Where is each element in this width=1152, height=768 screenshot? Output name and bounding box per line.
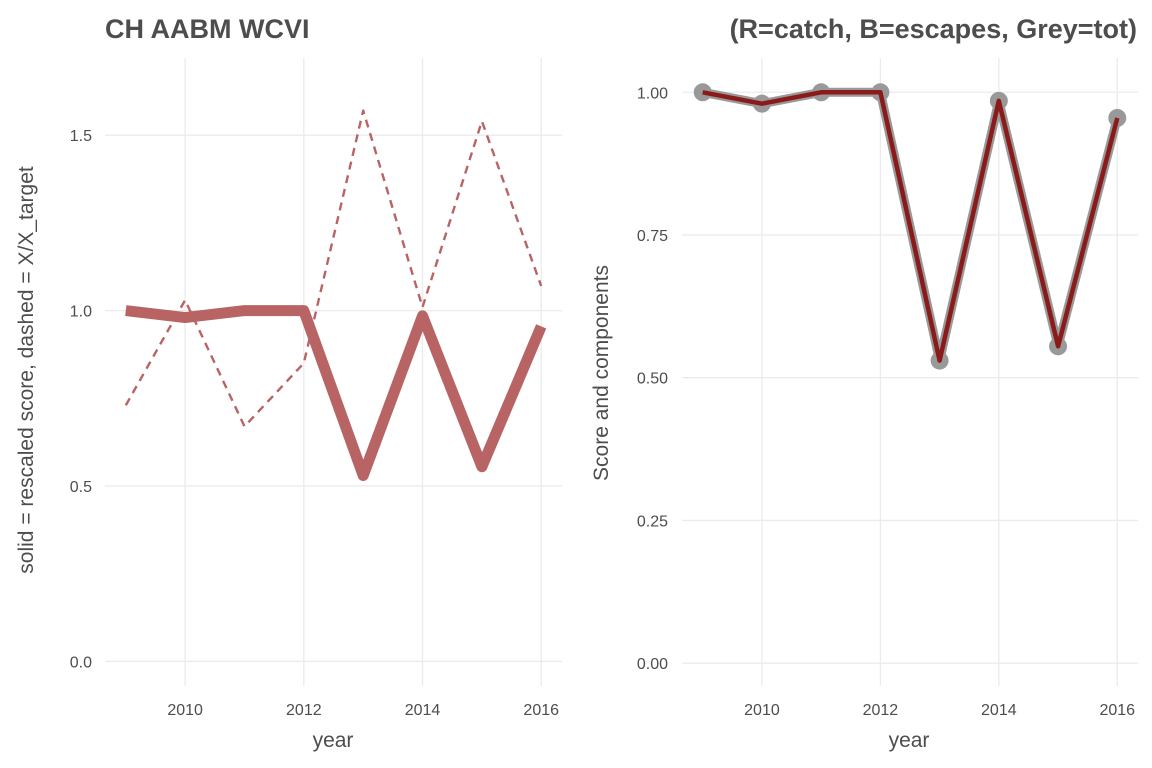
x-tick-label: 2016 (1099, 702, 1135, 719)
right-panel: 2010 2012 2014 2016 0.00 0.25 0.50 0.75 1.00 (R=… (590, 14, 1138, 752)
right-y-axis-label: Score and components (590, 265, 613, 481)
left-x-axis-label: year (313, 729, 354, 752)
y-tick-label: 0.5 (70, 479, 92, 496)
y-tick-label: 0.25 (637, 513, 668, 530)
left-y-axis-label: solid = rescaled score, dashed = X/X_tar… (15, 166, 38, 574)
x-tick-label: 2012 (863, 702, 899, 719)
right-x-axis-label: year (889, 729, 930, 752)
dashed-series-line (124, 109, 543, 428)
y-tick-label: 0.50 (637, 371, 668, 388)
y-tick-label: 0.75 (637, 228, 668, 245)
left-panel: 2010 2012 2014 2016 0.0 0.5 1.0 1.5 CH AABM WCV… (15, 14, 562, 752)
left-chart-title: CH AABM WCVI (105, 14, 309, 44)
x-tick-label: 2014 (981, 702, 1017, 719)
score-series-line (125, 305, 547, 481)
x-tick-label: 2012 (286, 702, 322, 719)
x-tick-label: 2010 (167, 702, 203, 719)
y-tick-label: 1.0 (70, 304, 92, 321)
y-tick-label: 1.00 (637, 85, 668, 102)
x-tick-label: 2014 (405, 702, 441, 719)
y-tick-label: 0.00 (637, 656, 668, 673)
score-series-line (702, 90, 1120, 363)
right-chart-title: (R=catch, B=escapes, Grey=tot) (730, 14, 1137, 44)
x-tick-label: 2010 (744, 702, 780, 719)
y-tick-label: 1.5 (70, 128, 92, 145)
y-tick-label: 0.0 (70, 654, 92, 671)
x-tick-label: 2016 (523, 702, 559, 719)
